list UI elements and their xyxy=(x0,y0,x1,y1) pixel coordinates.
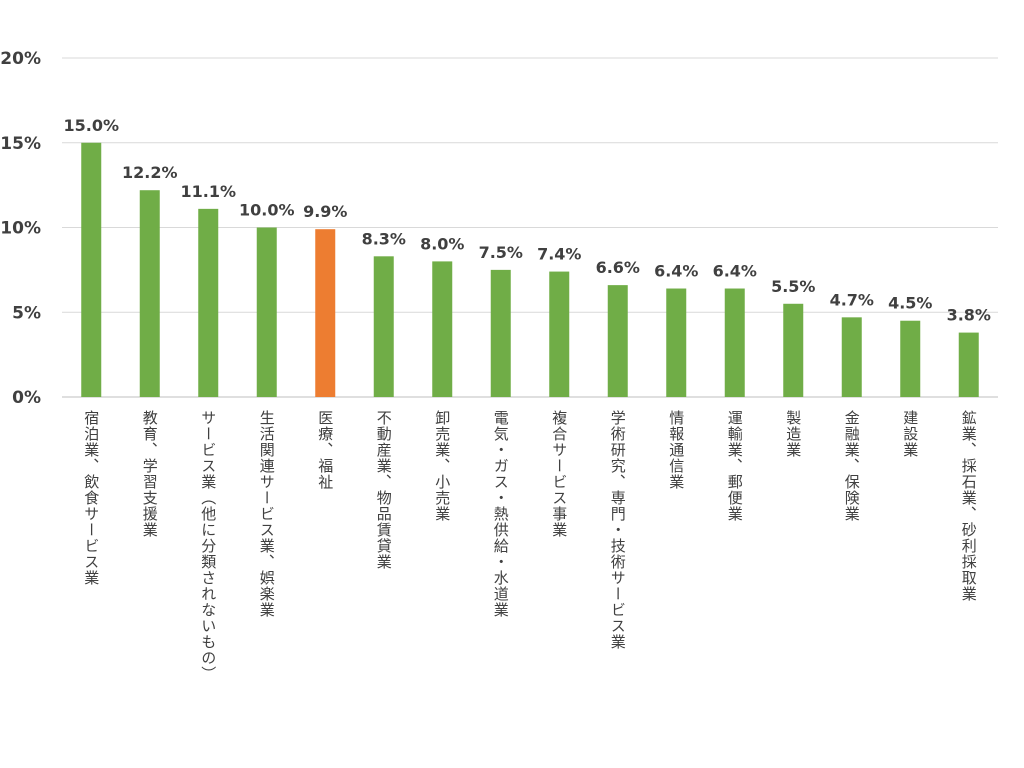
bar xyxy=(783,303,804,397)
y-tick-label: 0% xyxy=(12,388,41,408)
data-labels: 15.0% 12.2%11.1%10.0% 9.9% 8.3% 8.0% 7.5% 7.4%… xyxy=(63,116,990,325)
bar xyxy=(432,261,453,397)
y-axis-tick-labels: 0% 5% 10% 15% 20% xyxy=(0,49,41,408)
bar xyxy=(958,332,979,397)
data-label: 6.4% xyxy=(654,262,698,281)
data-label: 3.8% xyxy=(947,306,991,325)
data-label: 11.1% xyxy=(180,182,236,201)
data-label: 10.0% xyxy=(239,201,295,220)
bar xyxy=(139,190,160,397)
data-label: 8.3% xyxy=(362,229,406,248)
y-tick-label: 5% xyxy=(12,303,41,323)
data-label: 9.9% xyxy=(303,202,347,221)
data-label: 6.6% xyxy=(596,258,640,277)
data-label: 8.0% xyxy=(420,234,464,253)
bar xyxy=(724,288,745,397)
bars xyxy=(81,142,979,397)
category-label: 運輸業、郵便業 xyxy=(725,410,744,522)
category-label: 不動産業、物品賃貸業 xyxy=(374,410,393,570)
data-label: 15.0% xyxy=(63,116,119,135)
category-label: 複合サービス事業 xyxy=(550,410,569,538)
data-label: 12.2% xyxy=(122,163,178,182)
bar xyxy=(81,142,102,397)
category-label: サービス業（他に分類されないもの） xyxy=(199,410,218,682)
bar xyxy=(373,256,394,397)
y-tick-label: 10% xyxy=(0,219,41,239)
bar xyxy=(841,317,862,397)
category-label: 学術研究、専門・技術サービス業 xyxy=(608,410,627,650)
bar xyxy=(315,229,336,397)
category-label: 医療、福祉 xyxy=(316,410,335,490)
bar xyxy=(900,320,921,397)
category-label: 宿泊業、飲食サービス業 xyxy=(82,410,101,586)
data-label: 4.5% xyxy=(888,294,932,313)
y-tick-label: 20% xyxy=(0,49,41,69)
bar xyxy=(607,285,628,397)
bar xyxy=(666,288,687,397)
bar xyxy=(256,227,277,397)
bar xyxy=(549,271,570,397)
category-label: 電気・ガス・熱供給・水道業 xyxy=(491,410,510,618)
category-label: 教育、学習支援業 xyxy=(140,410,159,538)
category-label: 製造業 xyxy=(784,410,803,458)
category-label: 金融業、保険業 xyxy=(842,410,861,522)
y-tick-label: 15% xyxy=(0,134,41,154)
data-label: 6.4% xyxy=(713,262,757,281)
data-label: 7.4% xyxy=(537,245,581,264)
category-label: 卸売業、小売業 xyxy=(433,410,452,522)
data-label: 7.5% xyxy=(479,243,523,262)
data-label: 5.5% xyxy=(771,277,815,296)
category-label: 生活関連サービス業、娯楽業 xyxy=(257,410,276,618)
data-label: 4.7% xyxy=(830,290,874,309)
bar xyxy=(198,208,219,397)
category-label: 建設業 xyxy=(901,410,920,458)
bar xyxy=(490,269,511,397)
category-label: 情報通信業 xyxy=(667,410,686,490)
category-label: 鉱業、採石業、砂利採取業 xyxy=(959,410,978,602)
